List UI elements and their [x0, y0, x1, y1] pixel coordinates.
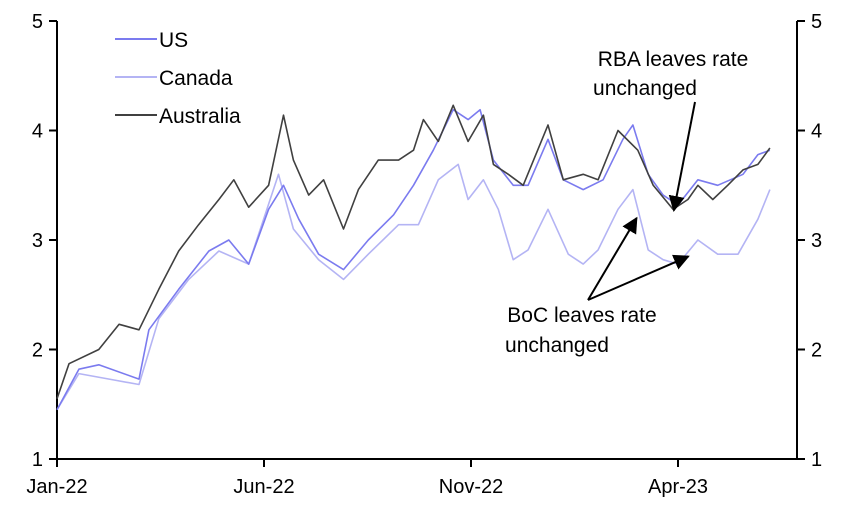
y-tick-label-left: 5 — [32, 11, 43, 33]
annotation-rba-line1: RBA leaves rate — [598, 48, 749, 71]
series-lines — [56, 104, 771, 411]
y-tick-label-right: 5 — [811, 11, 822, 33]
legend-label-canada: Canada — [159, 67, 233, 90]
y-tick-label-left: 4 — [32, 121, 43, 143]
y-tick-label-right: 1 — [811, 449, 822, 471]
series-line-canada — [56, 163, 771, 411]
annotation-boc-line1: BoC leaves rate — [507, 304, 656, 327]
legend-label-us: US — [159, 29, 188, 52]
series-line-us — [56, 108, 771, 411]
annotation-boc-arrow — [587, 216, 638, 301]
y-tick-label-right: 3 — [811, 230, 822, 252]
y-tick-label-right: 4 — [811, 121, 822, 143]
annotations: RBA leaves rate unchanged BoC leaves rate u… — [505, 48, 748, 357]
annotation-boc-line2: unchanged — [505, 334, 609, 357]
series-line-australia — [56, 104, 771, 400]
y-tick-label-right: 2 — [811, 340, 822, 362]
legend: US Canada Australia — [115, 29, 241, 128]
annotation-rba-arrow — [668, 101, 696, 213]
x-tick-label: Apr-23 — [648, 476, 708, 498]
y-tick-label-left: 3 — [32, 230, 43, 252]
annotation-rba-line2: unchanged — [593, 77, 697, 100]
legend-label-australia: Australia — [159, 105, 241, 128]
x-tick-label: Nov-22 — [439, 476, 503, 498]
y-tick-label-left: 2 — [32, 340, 43, 362]
x-tick-label: Jun-22 — [233, 476, 294, 498]
x-tick-label: Jan-22 — [26, 476, 87, 498]
annotation-boc-arrow — [587, 254, 690, 301]
y-tick-label-left: 1 — [32, 449, 43, 471]
axes: 1 1 2 2 3 3 4 4 5 5 Jan-22 Jun-22 Nov-22 Apr-23 — [26, 11, 822, 498]
